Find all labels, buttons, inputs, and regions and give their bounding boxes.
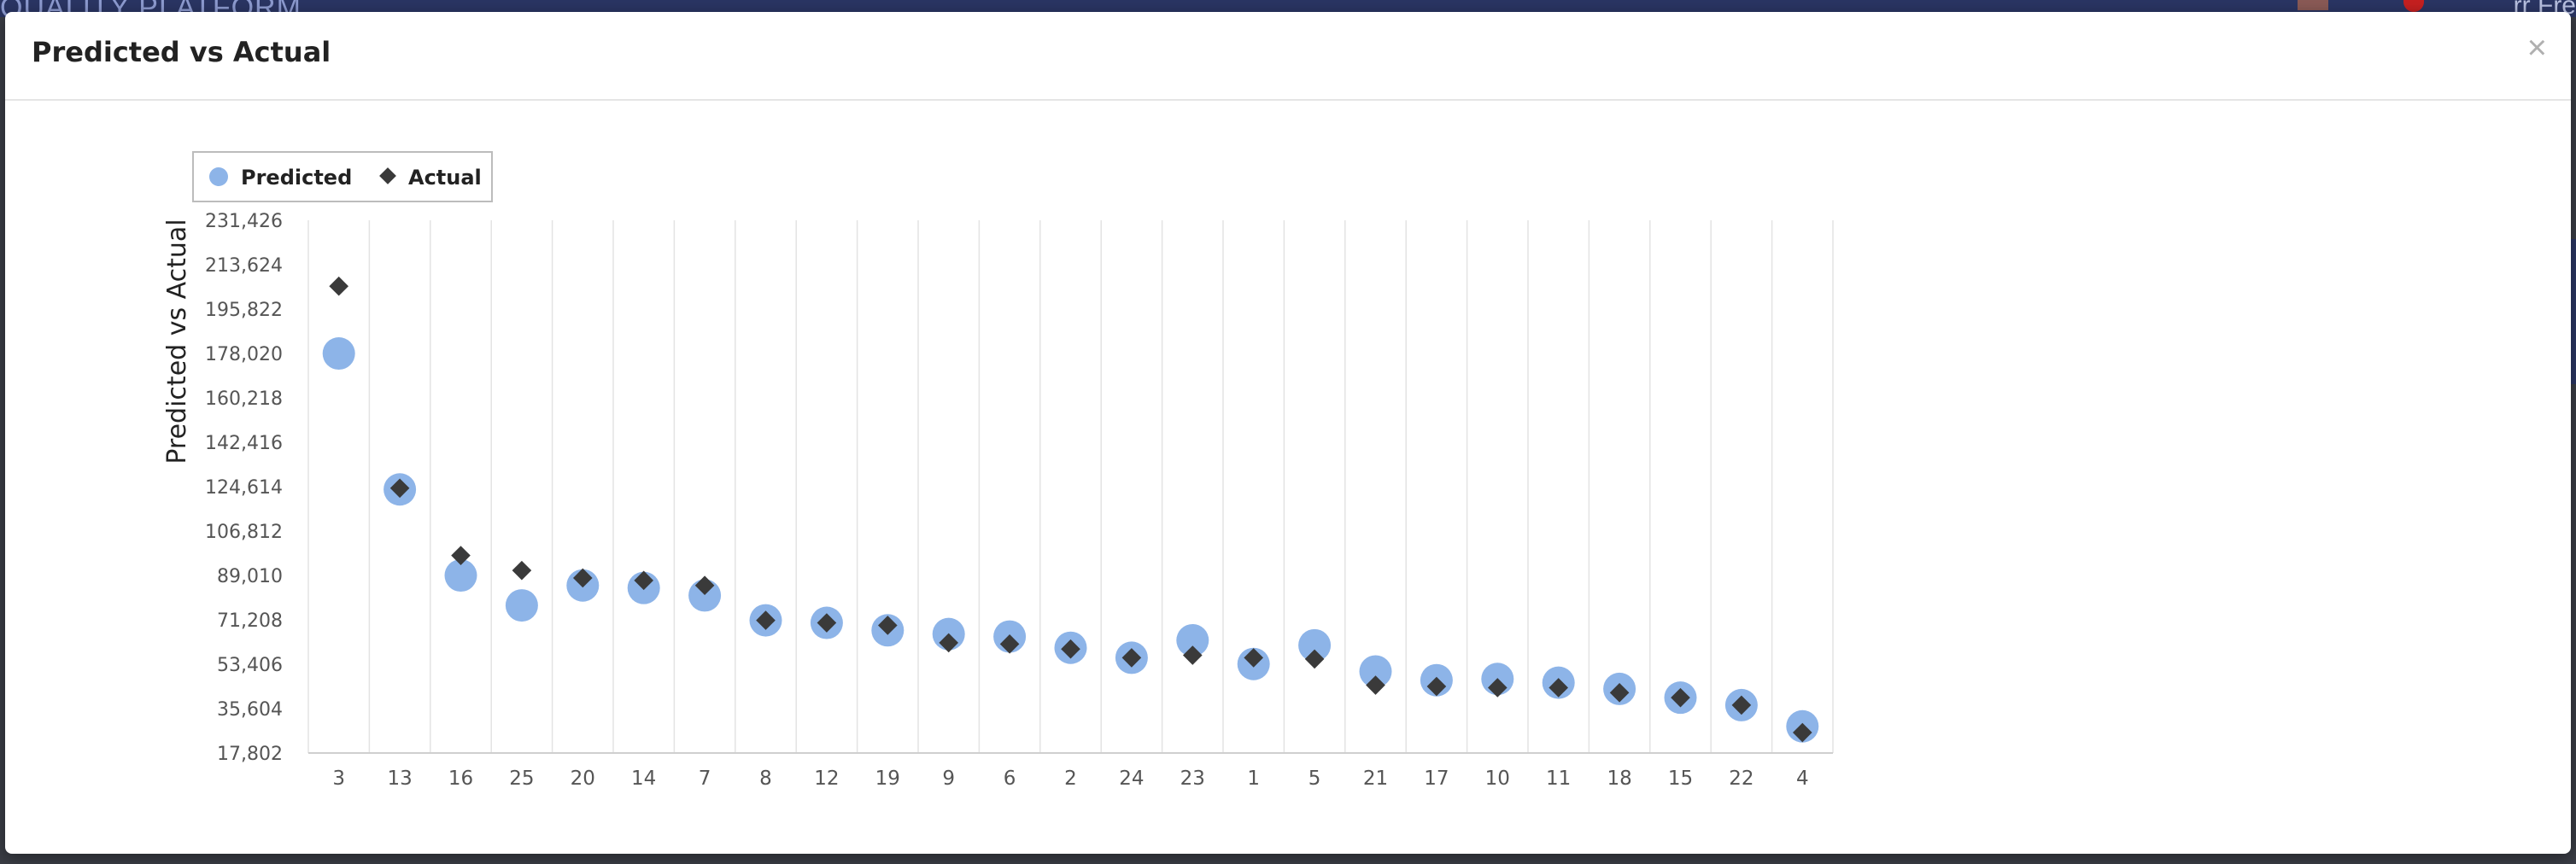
y-tick-label: 160,218 xyxy=(205,388,283,410)
predicted-point[interactable] xyxy=(1176,623,1209,657)
actual-point[interactable] xyxy=(634,570,654,591)
y-tick-label: 71,208 xyxy=(217,610,283,632)
y-tick-label: 89,010 xyxy=(217,566,283,587)
x-category-label: 23 xyxy=(1180,768,1205,790)
actual-point[interactable] xyxy=(572,568,593,588)
actual-point[interactable] xyxy=(1426,676,1447,697)
user-avatar-icon xyxy=(2403,0,2424,12)
flag-icon xyxy=(2298,0,2328,10)
predicted-point[interactable] xyxy=(505,589,538,622)
actual-point[interactable] xyxy=(512,560,532,581)
y-tick-label: 142,416 xyxy=(205,433,283,454)
y-tick-label: 178,020 xyxy=(205,344,283,365)
actual-point[interactable] xyxy=(1792,722,1812,743)
chart-legend: Predicted Actual xyxy=(192,151,493,202)
x-category-label: 6 xyxy=(1004,768,1016,790)
predicted-point[interactable] xyxy=(688,579,722,612)
x-category-label: 7 xyxy=(699,768,711,790)
actual-point[interactable] xyxy=(1244,648,1264,668)
x-category-label: 5 xyxy=(1308,768,1321,790)
y-tick-label: 195,822 xyxy=(205,300,283,321)
actual-point[interactable] xyxy=(999,634,1020,654)
actual-point[interactable] xyxy=(1671,687,1690,708)
modal-header: Predicted vs Actual × xyxy=(5,12,2571,101)
actual-point[interactable] xyxy=(877,616,898,635)
y-tick-label: 124,614 xyxy=(205,477,283,499)
y-tick-label: 106,812 xyxy=(205,522,283,543)
actual-point[interactable] xyxy=(756,610,776,630)
y-axis-title: Predicted vs Actual xyxy=(162,219,192,464)
x-category-label: 1 xyxy=(1247,768,1260,790)
predicted-point[interactable] xyxy=(444,559,477,593)
x-category-label: 18 xyxy=(1607,768,1631,790)
actual-point[interactable] xyxy=(451,546,471,565)
x-category-label: 25 xyxy=(509,768,534,790)
actual-point[interactable] xyxy=(1061,639,1080,659)
actual-point[interactable] xyxy=(1487,678,1508,698)
x-category-label: 22 xyxy=(1729,768,1753,790)
x-category-label: 10 xyxy=(1485,768,1510,790)
legend-box xyxy=(192,151,493,202)
x-category-label: 17 xyxy=(1424,768,1449,790)
x-axis-categories: 3 13 16 25 20 14 7 8 12 19 9 6 2 24 23 1 5 21 17 10 11 18 15 22… xyxy=(332,768,1808,790)
actual-point[interactable] xyxy=(817,613,837,633)
actual-series xyxy=(329,276,1812,743)
legend-actual-label: Actual xyxy=(408,166,482,190)
legend-actual-marker xyxy=(379,167,396,184)
x-category-label: 15 xyxy=(1668,768,1693,790)
legend-predicted-marker xyxy=(209,167,228,186)
actual-point[interactable] xyxy=(1549,678,1569,698)
y-tick-label: 17,802 xyxy=(217,744,283,765)
actual-point[interactable] xyxy=(694,575,715,596)
x-category-label: 16 xyxy=(448,768,473,790)
y-axis-ticks: 17,802 35,604 53,406 71,208 89,010 106,812 124… xyxy=(205,211,283,765)
x-category-label: 21 xyxy=(1363,768,1388,790)
predicted-vs-actual-modal: Predicted vs Actual × 17,802 35,604 53,406… xyxy=(5,12,2571,854)
x-category-label: 13 xyxy=(387,768,412,790)
x-category-label: 3 xyxy=(332,768,345,790)
chart-grid xyxy=(307,220,1834,754)
x-category-label: 8 xyxy=(759,768,772,790)
actual-point[interactable] xyxy=(389,478,410,499)
actual-point[interactable] xyxy=(1121,648,1142,668)
x-category-label: 4 xyxy=(1796,768,1809,790)
x-category-label: 14 xyxy=(631,768,656,790)
y-tick-label: 53,406 xyxy=(217,655,283,676)
y-tick-label: 213,624 xyxy=(205,255,283,277)
scatter-chart: 17,80235,60453,40671,20889,010106,812124… xyxy=(162,151,1834,790)
actual-point[interactable] xyxy=(1731,695,1752,715)
y-tick-label: 35,604 xyxy=(217,699,283,721)
x-category-label: 11 xyxy=(1546,768,1571,790)
x-category-label: 12 xyxy=(814,768,839,790)
x-category-label: 19 xyxy=(875,768,900,790)
predicted-point[interactable] xyxy=(1359,655,1392,688)
predicted-point[interactable] xyxy=(322,337,355,371)
actual-point[interactable] xyxy=(1609,683,1630,703)
actual-point[interactable] xyxy=(1366,675,1385,695)
predicted-point[interactable] xyxy=(1298,628,1332,662)
y-tick-label: 231,426 xyxy=(205,211,283,232)
predicted-series xyxy=(322,337,1819,743)
actual-point[interactable] xyxy=(939,633,959,653)
x-category-label: 20 xyxy=(571,768,595,790)
close-button[interactable]: × xyxy=(2526,29,2547,67)
x-category-label: 9 xyxy=(942,768,955,790)
legend-predicted-label: Predicted xyxy=(241,166,352,190)
x-category-label: 2 xyxy=(1064,768,1077,790)
modal-title: Predicted vs Actual xyxy=(32,36,331,68)
actual-point[interactable] xyxy=(329,276,349,296)
actual-point[interactable] xyxy=(1182,645,1203,665)
actual-point[interactable] xyxy=(1304,649,1325,669)
x-category-label: 24 xyxy=(1119,768,1144,790)
